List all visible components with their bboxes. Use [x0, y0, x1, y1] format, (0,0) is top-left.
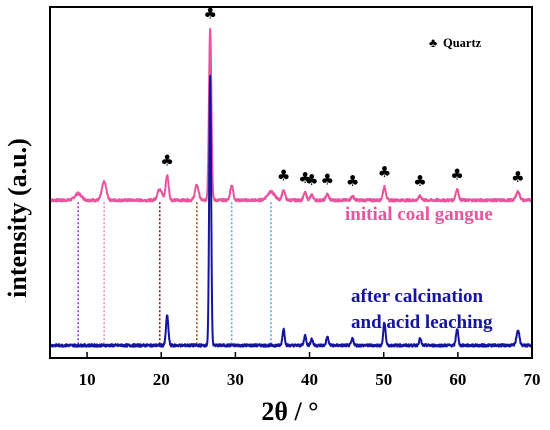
x-tick-label: 40 — [301, 370, 318, 389]
quartz-marker: ♣ — [305, 171, 318, 189]
quartz-marker: ♣ — [346, 172, 359, 190]
series-initial-coal-gangue — [49, 28, 533, 203]
series-label-calcined-line1: after calcination — [351, 286, 484, 307]
series-layer — [49, 28, 533, 348]
series-label-calcined-line2: and acid leaching — [351, 312, 493, 333]
y-axis-title: intensity (a.u.) — [3, 138, 32, 298]
series-after-calcination — [49, 74, 533, 348]
quartz-marker: ♣ — [413, 172, 426, 190]
plot-frame — [49, 6, 533, 359]
quartz-markers: ♣♣♣ ♣♣ ♣ ♣♣♣ ♣ ♣ — [160, 5, 524, 191]
x-tick-label: 10 — [79, 370, 96, 389]
quartz-marker: ♣ — [321, 170, 334, 188]
quartz-marker: ♣ — [203, 5, 216, 23]
x-tick-label: 60 — [449, 370, 466, 389]
x-axis-title: 2θ / ° — [261, 397, 318, 426]
legend-symbol: ♣ — [429, 36, 437, 50]
quartz-marker: ♣ — [511, 168, 524, 186]
quartz-marker: ♣ — [277, 166, 290, 184]
x-tick-label: 20 — [153, 370, 170, 389]
x-tick-label: 50 — [375, 370, 392, 389]
quartz-marker: ♣ — [378, 163, 391, 181]
series-label-calcined: after calcination and acid leaching — [351, 286, 493, 333]
x-tick-label: 30 — [227, 370, 244, 389]
reference-lines — [77, 202, 272, 346]
quartz-marker: ♣ — [160, 151, 173, 169]
x-tick-label: 70 — [524, 370, 541, 389]
quartz-marker: ♣ — [298, 169, 311, 187]
legend-label: Quartz — [443, 36, 482, 50]
x-axis-ticks: 10 20 30 40 50 60 70 — [79, 352, 541, 389]
quartz-marker: ♣ — [450, 165, 463, 183]
series-label-initial: initial coal gangue — [345, 204, 493, 225]
